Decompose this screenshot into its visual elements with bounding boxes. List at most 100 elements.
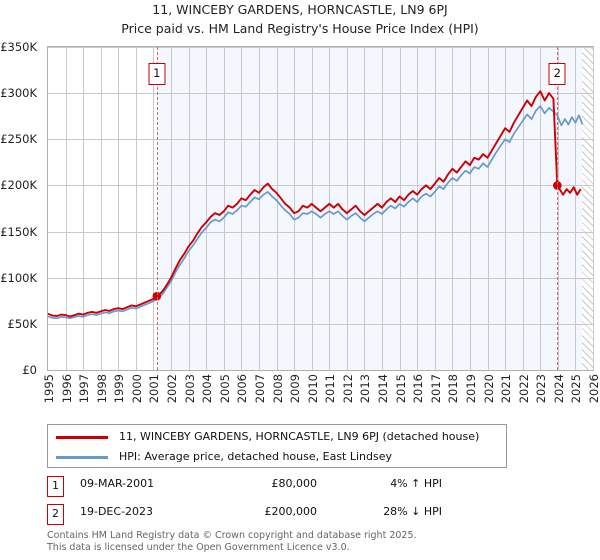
gridline-vertical bbox=[276, 47, 278, 370]
transaction-row[interactable]: 1 09-MAR-2001 £80,000 4% ↑ HPI bbox=[47, 476, 467, 498]
gridline-horizontal bbox=[48, 277, 593, 279]
gridline-vertical bbox=[575, 47, 577, 370]
gridline-vertical bbox=[100, 47, 102, 370]
gridline-vertical bbox=[329, 47, 331, 370]
gridline-vertical bbox=[364, 47, 366, 370]
page-title: 11, WINCEBY GARDENS, HORNCASTLE, LN9 6PJ bbox=[152, 2, 448, 17]
page-subtitle: Price paid vs. HM Land Registry's House … bbox=[121, 21, 479, 36]
x-axis-tick-label: 2007 bbox=[252, 374, 267, 404]
legend-label: 11, WINCEBY GARDENS, HORNCASTLE, LN9 6PJ… bbox=[119, 430, 480, 443]
gridline-vertical bbox=[65, 47, 67, 370]
gridline-vertical bbox=[294, 47, 296, 370]
transaction-row[interactable]: 2 19-DEC-2023 £200,000 28% ↓ HPI bbox=[47, 504, 467, 526]
x-axis-tick-label: 2013 bbox=[358, 374, 373, 404]
gridline-vertical bbox=[434, 47, 436, 370]
legend-item[interactable]: HPI: Average price, detached house, East… bbox=[56, 447, 496, 467]
x-axis-tick-label: 2004 bbox=[200, 374, 215, 404]
x-axis-tick-label: 2016 bbox=[411, 374, 426, 404]
sale-event-badge[interactable]: 2 bbox=[548, 63, 566, 85]
footer-line-2: This data is licensed under the Open Gov… bbox=[47, 541, 350, 553]
gridline-vertical bbox=[223, 47, 225, 370]
x-axis-tick-label: 2009 bbox=[288, 374, 303, 404]
x-axis-tick-label: 2000 bbox=[129, 374, 144, 404]
gridline-vertical bbox=[188, 47, 190, 370]
chart-title-block: 11, WINCEBY GARDENS, HORNCASTLE, LN9 6PJ… bbox=[0, 0, 600, 38]
gridline-horizontal bbox=[48, 139, 593, 141]
gridline-vertical bbox=[118, 47, 120, 370]
x-axis-tick-label: 1998 bbox=[94, 374, 109, 404]
x-axis-tick-label: 2022 bbox=[516, 374, 531, 404]
x-axis-tick-label: 2025 bbox=[569, 374, 584, 404]
transaction-date: 09-MAR-2001 bbox=[80, 477, 155, 490]
x-axis-tick-label: 2018 bbox=[446, 374, 461, 404]
gridline-vertical bbox=[522, 47, 524, 370]
legend-label: HPI: Average price, detached house, East… bbox=[119, 450, 393, 463]
x-axis-tick-label: 2024 bbox=[551, 374, 566, 404]
gridline-vertical bbox=[83, 47, 85, 370]
transaction-price: £200,000 bbox=[264, 505, 318, 518]
x-axis-tick-label: 2026 bbox=[587, 374, 600, 404]
y-axis-tick-label: £100K bbox=[0, 270, 37, 285]
transaction-index-badge: 2 bbox=[47, 504, 64, 525]
x-axis-tick-label: 1999 bbox=[112, 374, 127, 404]
sale-event-line bbox=[557, 47, 559, 370]
transaction-index-badge: 1 bbox=[47, 476, 64, 497]
x-axis-tick-label: 2014 bbox=[376, 374, 391, 404]
transaction-hpi-delta: 4% ↑ HPI bbox=[390, 477, 442, 490]
gridline-vertical bbox=[505, 47, 507, 370]
gridline-horizontal bbox=[48, 47, 593, 48]
x-axis-tick-label: 2011 bbox=[323, 374, 338, 404]
legend-color-swatch bbox=[56, 436, 108, 439]
gridline-horizontal bbox=[48, 231, 593, 233]
transaction-date: 19-DEC-2023 bbox=[80, 505, 154, 518]
x-axis-tick-label: 2010 bbox=[305, 374, 320, 404]
x-axis-tick-label: 1995 bbox=[42, 374, 56, 404]
footer-line-1: Contains HM Land Registry data © Crown c… bbox=[47, 530, 417, 541]
no-data-hatched-region bbox=[582, 47, 593, 370]
x-axis-tick-label: 2017 bbox=[428, 374, 443, 404]
gridline-vertical bbox=[135, 47, 137, 370]
transaction-hpi-delta: 28% ↓ HPI bbox=[383, 505, 442, 518]
gridline-horizontal bbox=[48, 185, 593, 187]
x-axis-tick-label: 2003 bbox=[182, 374, 197, 404]
gridline-vertical bbox=[593, 47, 594, 370]
gridline-vertical bbox=[399, 47, 401, 370]
gridline-horizontal bbox=[48, 93, 593, 95]
y-axis-tick-label: £50K bbox=[7, 316, 38, 331]
legend-item[interactable]: 11, WINCEBY GARDENS, HORNCASTLE, LN9 6PJ… bbox=[56, 427, 496, 447]
x-axis-tick-label: 2019 bbox=[463, 374, 478, 404]
gridline-vertical bbox=[311, 47, 313, 370]
gridline-vertical bbox=[346, 47, 348, 370]
x-axis-tick-label: 2015 bbox=[393, 374, 408, 404]
gridline-vertical bbox=[171, 47, 173, 370]
series-line bbox=[47, 90, 582, 318]
chart-legend: 11, WINCEBY GARDENS, HORNCASTLE, LN9 6PJ… bbox=[47, 424, 507, 468]
gridline-vertical bbox=[153, 47, 155, 370]
footer-attribution: Contains HM Land Registry data © Crown c… bbox=[47, 530, 567, 553]
gridline-horizontal bbox=[48, 323, 593, 325]
gridline-vertical bbox=[557, 47, 559, 370]
x-axis-tick-label: 2001 bbox=[147, 374, 162, 404]
y-axis-tick-label: £0 bbox=[22, 363, 37, 377]
x-axis-tick-label: 2006 bbox=[235, 374, 250, 404]
gridline-vertical bbox=[452, 47, 454, 370]
gridline-vertical bbox=[469, 47, 471, 370]
x-axis-tick-label: 1997 bbox=[77, 374, 92, 404]
gridline-vertical bbox=[258, 47, 260, 370]
x-axis-tick-label: 2002 bbox=[165, 374, 180, 404]
y-axis-tick-label: £200K bbox=[0, 178, 37, 193]
transaction-price: £80,000 bbox=[271, 477, 318, 490]
x-axis-tick-label: 2005 bbox=[217, 374, 232, 404]
gridline-vertical bbox=[241, 47, 243, 370]
legend-color-swatch bbox=[56, 456, 108, 459]
gridline-vertical bbox=[417, 47, 419, 370]
y-axis-tick-label: £300K bbox=[0, 86, 37, 101]
series-line bbox=[47, 105, 584, 320]
x-axis-tick-label: 1996 bbox=[59, 374, 74, 404]
gridline-vertical bbox=[540, 47, 542, 370]
x-axis-tick-label: 2008 bbox=[270, 374, 285, 404]
sale-event-badge[interactable]: 1 bbox=[148, 63, 166, 85]
x-axis-tick-label: 2021 bbox=[499, 374, 514, 404]
